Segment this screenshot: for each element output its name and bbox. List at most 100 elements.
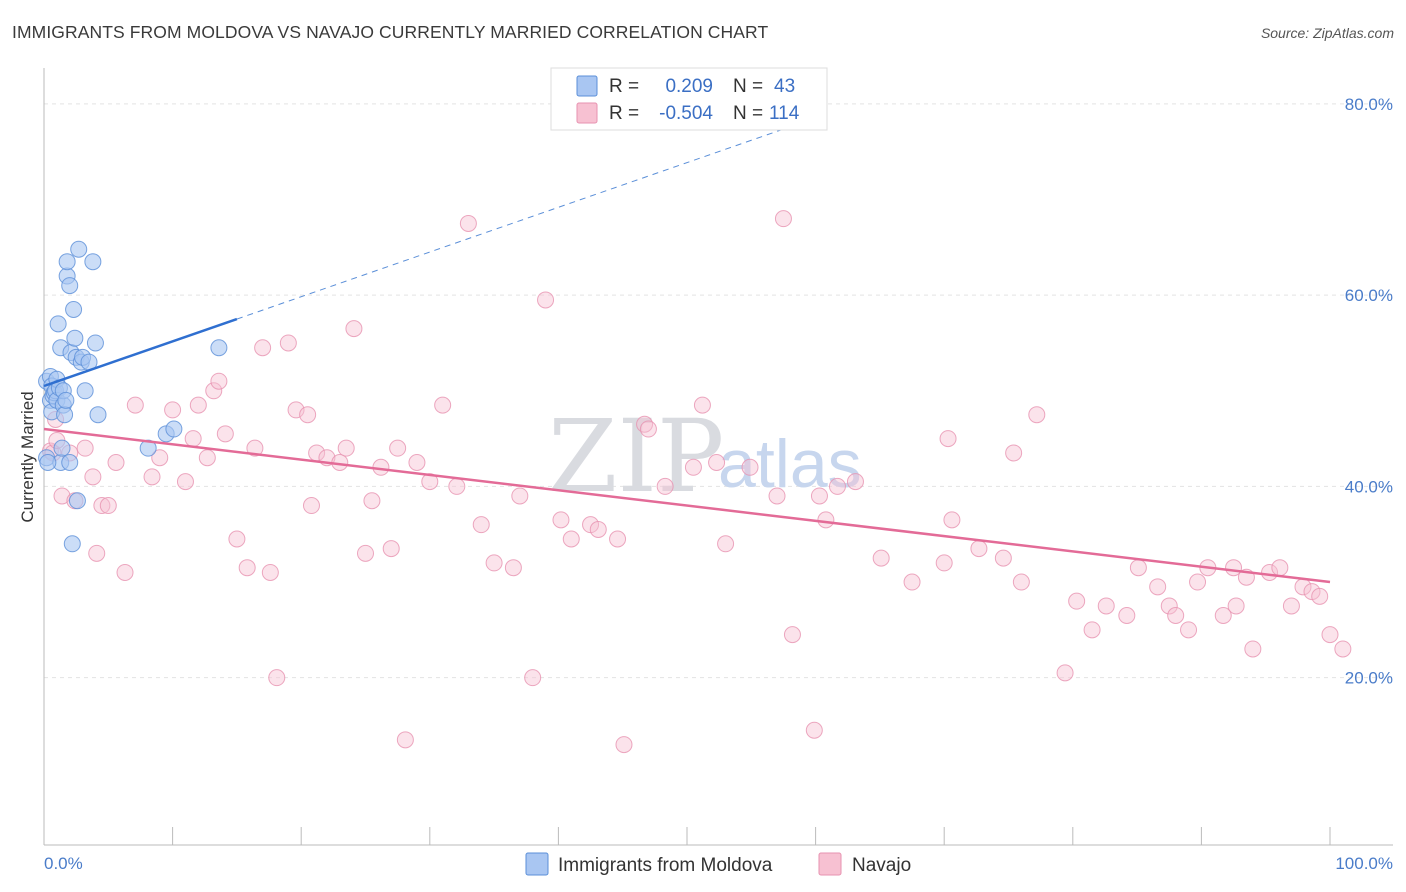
moldova-point [84,253,102,271]
navajo-point [1160,597,1178,615]
moldova-point [165,420,183,438]
series-legend: Immigrants from Moldova Navajo [525,852,911,876]
legend-n-value-navajo: 114 [769,103,800,124]
navajo-point [93,497,111,515]
navajo-point [943,511,961,529]
watermark-zip: ZIP [548,398,724,515]
navajo-point [1097,597,1115,615]
navajo-point [279,334,297,352]
moldova-point [210,339,228,357]
navajo-point [693,396,711,414]
y-tick-labels: 20.0% 40.0% 60.0% 80.0% [1345,95,1393,688]
navajo-point [1167,607,1185,624]
navajo-point [189,396,207,414]
navajo-point [783,626,801,644]
navajo-point [939,430,957,448]
legend-n-label: N = [733,103,763,124]
x-tick-label-min: 0.0% [44,854,83,873]
navajo-point [741,458,759,476]
y-tick-label: 80.0% [1345,95,1393,114]
navajo-point [562,530,580,548]
navajo-point [1214,607,1232,624]
source-label: Source: ZipAtlas.com [1260,25,1394,41]
legend-swatch-navajo [576,102,598,124]
navajo-point [1189,573,1207,591]
y-tick-label: 20.0% [1345,669,1393,688]
navajo-point [1180,621,1198,639]
navajo-point [1129,559,1147,577]
navajo-point [609,530,627,548]
navajo-point [994,549,1012,567]
navajo-point [216,425,234,443]
moldova-point [39,454,57,471]
navajo-point [537,291,555,309]
navajo-point [459,214,477,232]
navajo-point [1334,640,1352,658]
navajo-point [817,511,835,529]
navajo-point [337,439,355,457]
navajo-point [846,473,864,491]
navajo-point [768,487,786,505]
moldova-point [65,301,83,318]
navajo-point [1282,597,1300,615]
navajo-point [524,669,542,687]
navajo-point [254,339,272,357]
moldova-point [68,492,86,510]
navajo-point [143,468,161,486]
navajo-point [903,573,921,591]
navajo-point [421,473,439,491]
navajo-point [589,520,607,538]
navajo-point [198,449,216,467]
navajo-point [511,487,529,505]
legend-marker-moldova [525,852,549,876]
legend-r-label: R = [609,103,639,124]
moldova-point [58,253,76,271]
moldova-point [61,454,79,471]
stats-legend: R = 0.209 N = 43 R = -0.504 N = 114 [550,67,828,131]
navajo-point [246,439,264,457]
navajo-point [164,401,182,419]
moldova-point [56,406,74,424]
navajo-point [76,439,94,457]
navajo-point [99,497,117,515]
navajo-point [302,497,320,515]
navajo-point [872,549,890,567]
navajo-point [116,563,134,581]
navajo-point [504,559,522,577]
navajo-point [228,530,246,548]
moldova-points [38,240,228,553]
moldova-point [89,406,107,424]
navajo-point [363,492,381,510]
y-tick-label: 40.0% [1345,477,1393,496]
navajo-point [1083,621,1101,639]
navajo-point [448,477,466,495]
navajo-point [1012,573,1030,591]
navajo-point [205,382,223,400]
navajo-point [434,396,452,414]
navajo-point [1311,587,1329,605]
navajo-point [268,669,286,687]
navajo-point [389,439,407,457]
navajo-point [396,731,414,749]
moldova-point [61,277,79,295]
legend-r-label: R = [609,76,639,97]
moldova-point [63,535,81,553]
x-tick-label-max: 100.0% [1335,854,1393,873]
navajo-point [774,210,792,228]
navajo-point [1118,607,1136,624]
navajo-point [684,458,702,476]
legend-label-navajo: Navajo [852,855,911,876]
navajo-point [299,406,317,424]
navajo-point [708,454,726,471]
y-axis-label: Currently Married [18,391,37,522]
legend-r-value-navajo: -0.504 [659,103,713,124]
navajo-point [88,544,106,562]
navajo-point [656,477,674,495]
y-tick-label: 60.0% [1345,286,1393,305]
navajo-point [485,554,503,572]
legend-label-moldova: Immigrants from Moldova [558,855,773,876]
moldova-point [49,315,67,333]
navajo-point [1005,444,1023,462]
navajo-point [357,544,374,562]
